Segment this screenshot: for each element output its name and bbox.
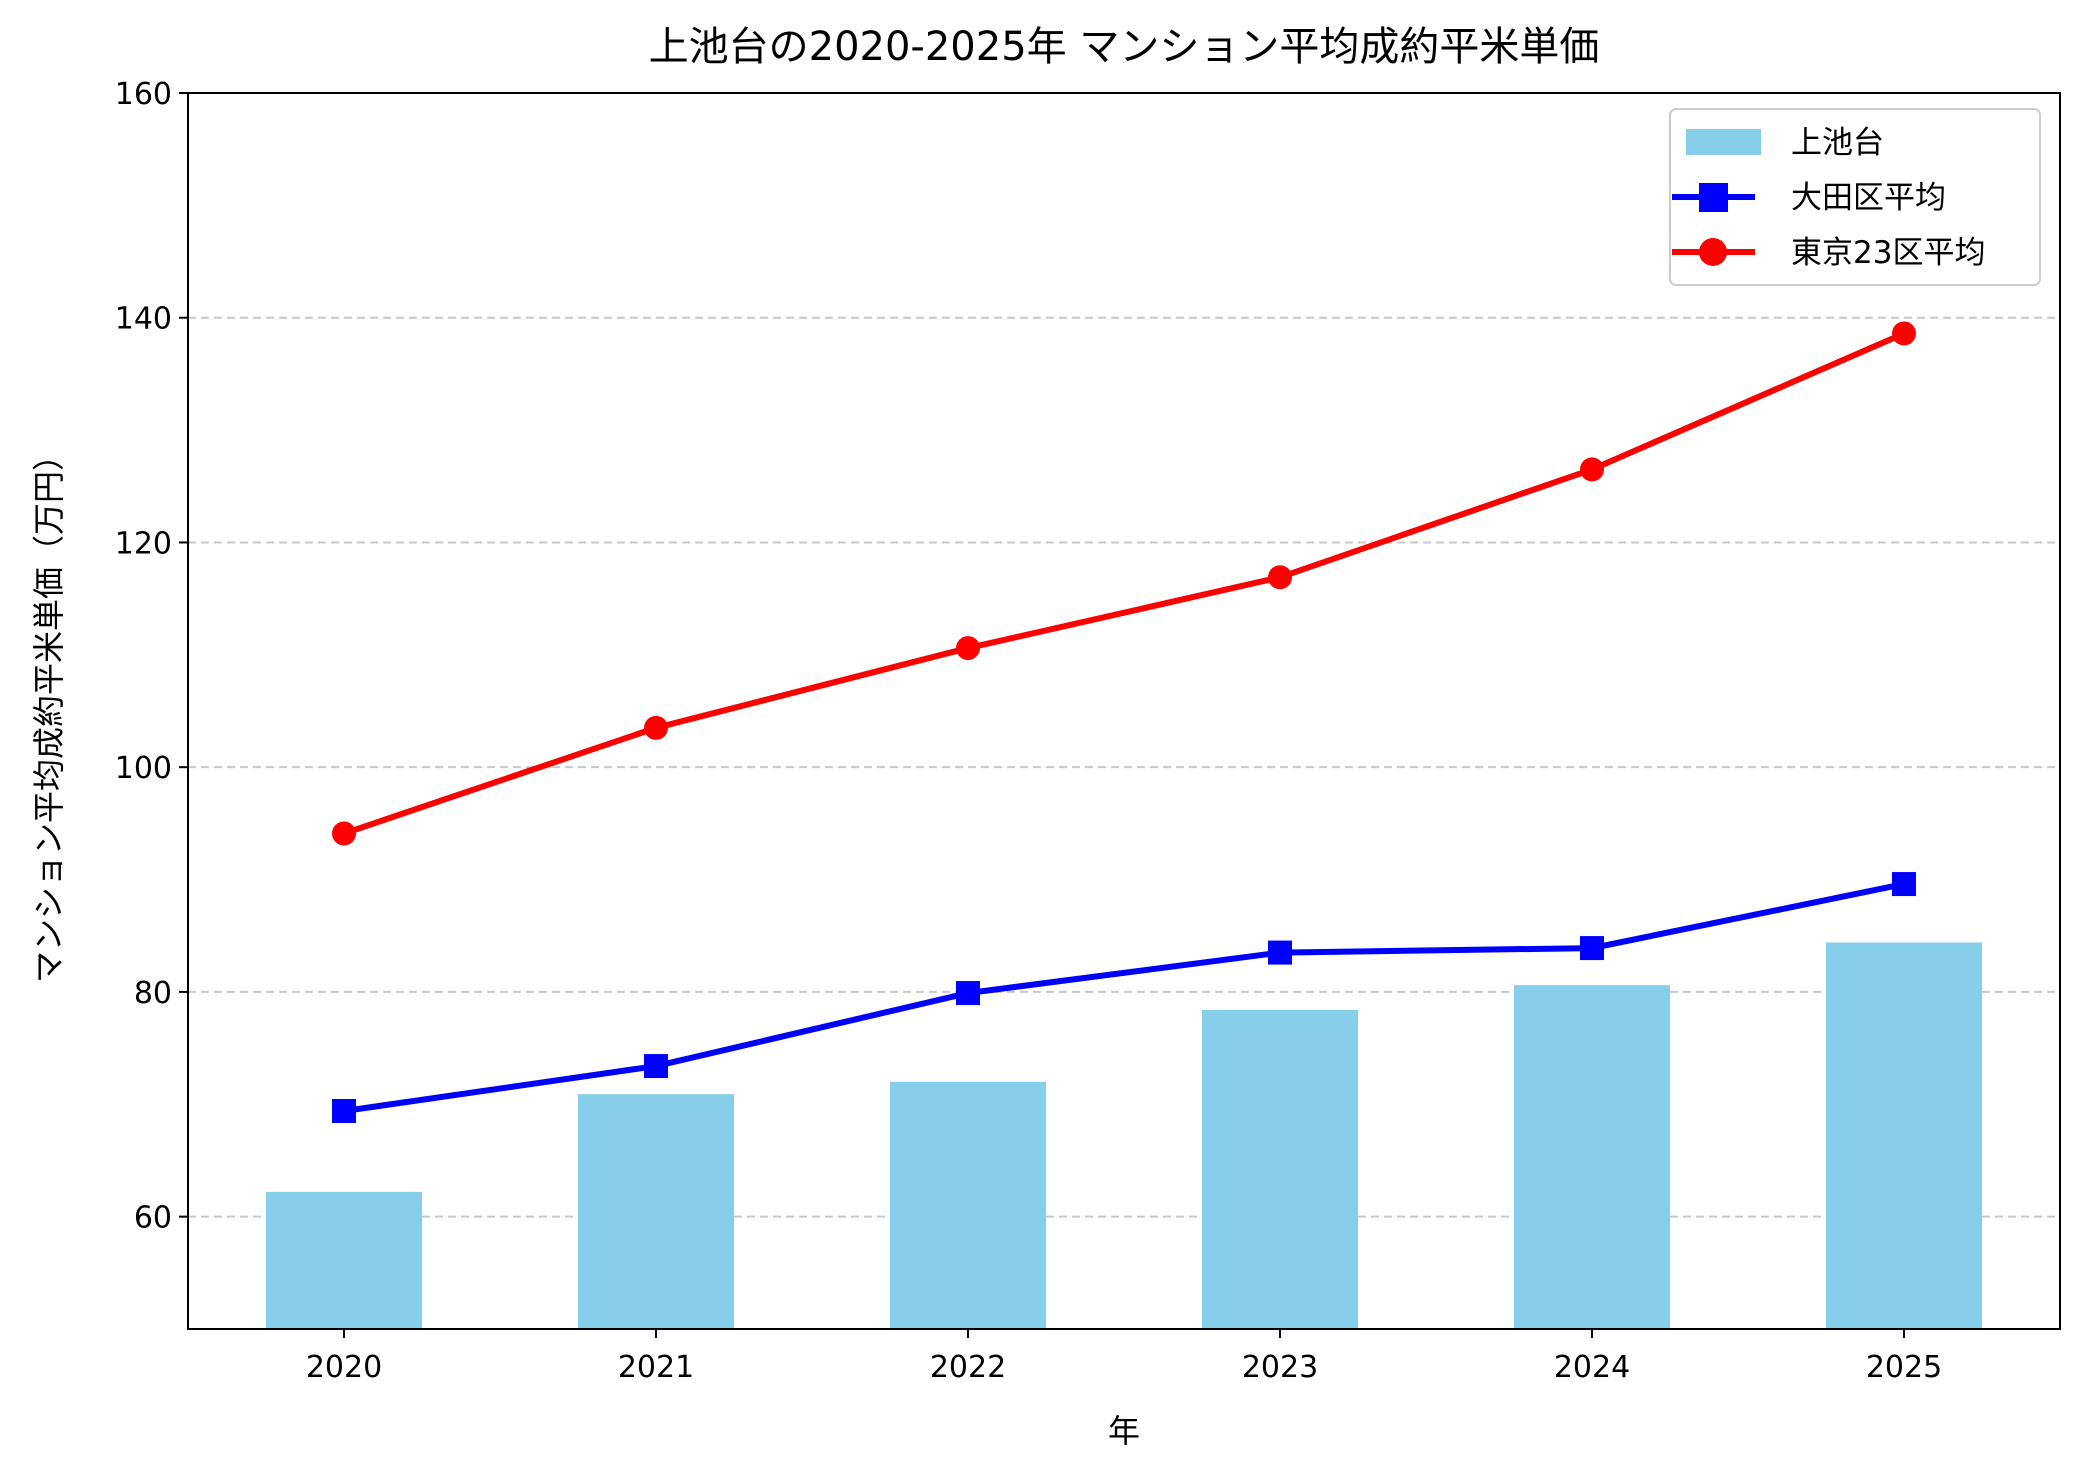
grid — [188, 316, 2060, 1218]
x-axis-label: 年 — [1108, 1412, 1140, 1450]
data-point — [332, 821, 356, 846]
y-tick-label: 120 — [115, 526, 172, 561]
x-tick-label: 2021 — [618, 1350, 694, 1385]
bar — [890, 1081, 1046, 1329]
x-tick-label: 2020 — [306, 1350, 382, 1385]
x-tick-label: 2022 — [930, 1350, 1006, 1385]
y-tick-label: 60 — [134, 1201, 172, 1236]
data-point — [1580, 457, 1604, 482]
data-point — [644, 715, 668, 740]
series-line — [343, 881, 1905, 1114]
legend-marker — [1699, 238, 1727, 266]
bar — [1202, 1009, 1358, 1329]
data-point — [1580, 936, 1604, 961]
data-point — [644, 1054, 668, 1079]
data-point — [1268, 940, 1292, 965]
legend-marker — [1699, 183, 1728, 212]
bars — [266, 942, 1982, 1329]
data-point — [1892, 321, 1916, 346]
x-tick-label: 2024 — [1554, 1350, 1630, 1385]
y-tick-label: 160 — [115, 77, 172, 112]
x-tick-label: 2023 — [1242, 1350, 1318, 1385]
bar — [1826, 942, 1982, 1329]
x-tick-label: 2025 — [1866, 1350, 1942, 1385]
lines — [332, 321, 1916, 1124]
y-axis-label: マンション平均成約平米単価（万円） — [30, 439, 68, 983]
data-point — [332, 1099, 356, 1124]
legend-swatch — [1686, 129, 1761, 155]
bar — [578, 1094, 734, 1329]
bar — [266, 1191, 422, 1329]
plot-frame — [187, 92, 2061, 1330]
legend-label: 上池台 — [1791, 125, 1884, 161]
y-tick-label: 100 — [115, 751, 172, 786]
data-point — [1892, 872, 1916, 897]
data-point — [956, 981, 980, 1006]
legend-label: 東京23区平均 — [1791, 235, 1985, 271]
data-point — [956, 636, 980, 661]
legend-box — [1669, 108, 2041, 286]
x-axis: 2020 2021 2022 2023 2024 2025 — [306, 1329, 1942, 1385]
legend-label: 大田区平均 — [1791, 180, 1946, 216]
bar — [1514, 985, 1670, 1329]
series-line — [343, 330, 1906, 837]
y-axis: 60 80 100 120 140 160 — [115, 77, 188, 1236]
chart-title: 上池台の2020-2025年 マンション平均成約平米単価 — [649, 24, 1600, 70]
y-tick-label: 140 — [115, 302, 172, 337]
data-point — [1268, 565, 1292, 590]
y-tick-label: 80 — [134, 976, 172, 1011]
